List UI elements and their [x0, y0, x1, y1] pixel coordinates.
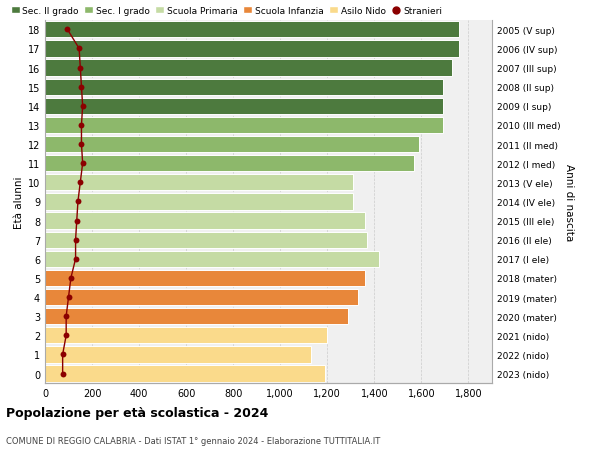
- Point: [61, 313, 71, 320]
- Point: [76, 179, 85, 186]
- Point: [72, 218, 82, 225]
- Point: [78, 103, 88, 110]
- Bar: [45, 347, 311, 363]
- Text: COMUNE DI REGGIO CALABRIA - Dati ISTAT 1° gennaio 2024 - Elaborazione TUTTITALIA: COMUNE DI REGGIO CALABRIA - Dati ISTAT 1…: [6, 436, 380, 445]
- Bar: [45, 270, 365, 286]
- Bar: [45, 175, 353, 191]
- Bar: [45, 137, 419, 153]
- Point: [74, 45, 84, 53]
- Bar: [45, 98, 443, 115]
- Bar: [45, 194, 353, 210]
- Point: [77, 84, 86, 91]
- Bar: [45, 232, 367, 248]
- Bar: [45, 118, 443, 134]
- Point: [61, 332, 71, 339]
- Bar: [45, 327, 328, 344]
- Point: [76, 65, 85, 72]
- Bar: [45, 22, 459, 38]
- Point: [77, 122, 86, 129]
- Bar: [45, 60, 452, 77]
- Legend: Sec. II grado, Sec. I grado, Scuola Primaria, Scuola Infanzia, Asilo Nido, Stran: Sec. II grado, Sec. I grado, Scuola Prim…: [11, 7, 442, 16]
- Bar: [45, 251, 379, 267]
- Bar: [45, 289, 358, 306]
- Point: [58, 370, 67, 377]
- Point: [71, 256, 80, 263]
- Point: [66, 274, 76, 282]
- Bar: [45, 366, 325, 382]
- Bar: [45, 156, 415, 172]
- Text: Popolazione per età scolastica - 2024: Popolazione per età scolastica - 2024: [6, 406, 268, 419]
- Point: [77, 141, 86, 148]
- Point: [64, 294, 73, 301]
- Bar: [45, 41, 459, 57]
- Point: [73, 198, 83, 206]
- Point: [62, 27, 72, 34]
- Bar: [45, 213, 365, 229]
- Point: [71, 236, 80, 244]
- Point: [58, 351, 67, 358]
- Y-axis label: Anni di nascita: Anni di nascita: [565, 163, 574, 241]
- Bar: [45, 79, 443, 95]
- Point: [78, 160, 88, 168]
- Y-axis label: Età alunni: Età alunni: [14, 176, 23, 228]
- Bar: [45, 308, 349, 325]
